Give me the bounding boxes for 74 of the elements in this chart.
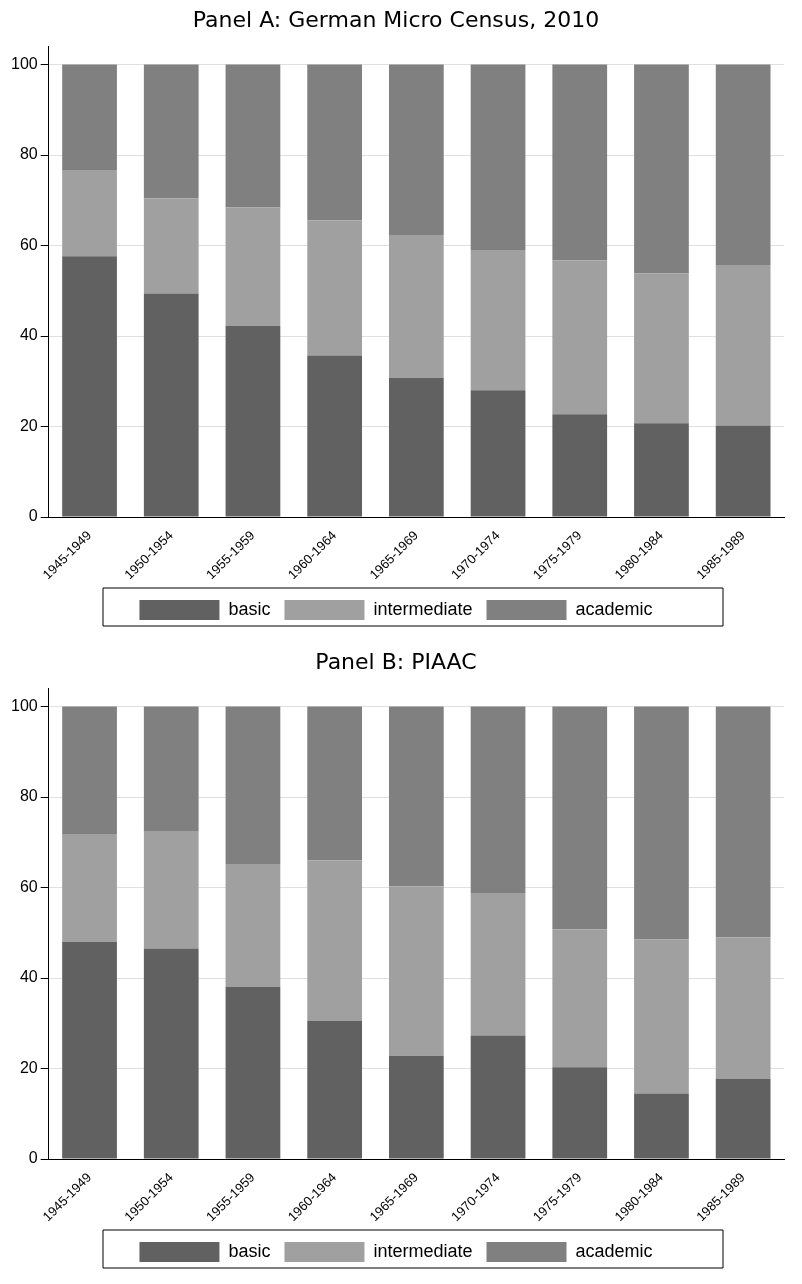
bar bbox=[470, 390, 526, 517]
bar bbox=[225, 207, 281, 327]
bar bbox=[307, 860, 363, 1021]
y-tick-label: 100 bbox=[10, 54, 38, 72]
y-tick-label: 40 bbox=[19, 968, 38, 986]
bar bbox=[143, 64, 199, 199]
y-tick-label: 80 bbox=[19, 145, 38, 163]
bar bbox=[552, 260, 608, 415]
bar bbox=[552, 706, 608, 930]
bar bbox=[470, 892, 526, 1036]
bar bbox=[552, 64, 608, 261]
bar bbox=[143, 198, 199, 294]
bar bbox=[715, 706, 771, 938]
bar bbox=[388, 886, 444, 1056]
bar bbox=[470, 250, 526, 391]
legend-label: intermediate bbox=[373, 598, 473, 619]
bar bbox=[388, 64, 444, 236]
y-tick-label: 0 bbox=[28, 1149, 38, 1167]
bar bbox=[307, 706, 363, 861]
bar bbox=[552, 414, 608, 517]
bar bbox=[634, 423, 689, 517]
y-tick-label: 0 bbox=[28, 507, 38, 525]
bar bbox=[307, 355, 363, 517]
y-tick-label: 20 bbox=[19, 1058, 38, 1076]
bar bbox=[470, 706, 526, 893]
y-tick-label: 60 bbox=[19, 877, 38, 895]
bar bbox=[715, 265, 771, 426]
bar bbox=[634, 273, 689, 424]
bar bbox=[715, 937, 771, 1079]
y-tick-label: 60 bbox=[19, 235, 38, 253]
bar bbox=[470, 1035, 526, 1159]
bar bbox=[225, 987, 281, 1159]
bar bbox=[225, 64, 281, 208]
bar bbox=[715, 64, 771, 266]
bar bbox=[225, 706, 281, 864]
bar bbox=[552, 1067, 608, 1159]
bar bbox=[388, 706, 444, 887]
legend-label: basic bbox=[228, 598, 271, 619]
bar bbox=[143, 293, 199, 517]
bar bbox=[62, 256, 117, 517]
bar bbox=[634, 1093, 689, 1159]
bar bbox=[307, 64, 363, 221]
bar bbox=[62, 64, 117, 171]
bar bbox=[62, 834, 117, 942]
bar bbox=[388, 377, 444, 517]
legend-label: academic bbox=[575, 1240, 653, 1261]
bar bbox=[715, 425, 771, 517]
legend-label: intermediate bbox=[373, 1240, 473, 1261]
chart-title: Panel B: PIAAC bbox=[315, 648, 477, 674]
bar bbox=[143, 706, 199, 831]
bar bbox=[62, 170, 117, 257]
bar bbox=[143, 830, 199, 949]
bar bbox=[225, 863, 281, 988]
bar bbox=[715, 1078, 771, 1159]
y-tick-label: 100 bbox=[10, 696, 38, 714]
legend-label: academic bbox=[575, 598, 653, 619]
bar bbox=[388, 235, 444, 378]
legend-label: basic bbox=[228, 1240, 271, 1261]
bar bbox=[62, 941, 117, 1159]
chart-title: Panel A: German Micro Census, 2010 bbox=[192, 6, 600, 32]
y-tick-label: 40 bbox=[19, 326, 38, 344]
bar bbox=[634, 64, 689, 274]
bar bbox=[62, 706, 117, 835]
bar bbox=[225, 326, 281, 517]
bar bbox=[307, 1020, 363, 1159]
bar bbox=[634, 706, 689, 940]
bar bbox=[552, 929, 608, 1068]
bar bbox=[143, 948, 199, 1159]
y-tick-label: 80 bbox=[19, 787, 38, 805]
bar bbox=[634, 939, 689, 1094]
bar bbox=[470, 64, 526, 251]
bar bbox=[388, 1055, 444, 1159]
bar bbox=[307, 220, 363, 356]
y-tick-label: 20 bbox=[19, 416, 38, 434]
